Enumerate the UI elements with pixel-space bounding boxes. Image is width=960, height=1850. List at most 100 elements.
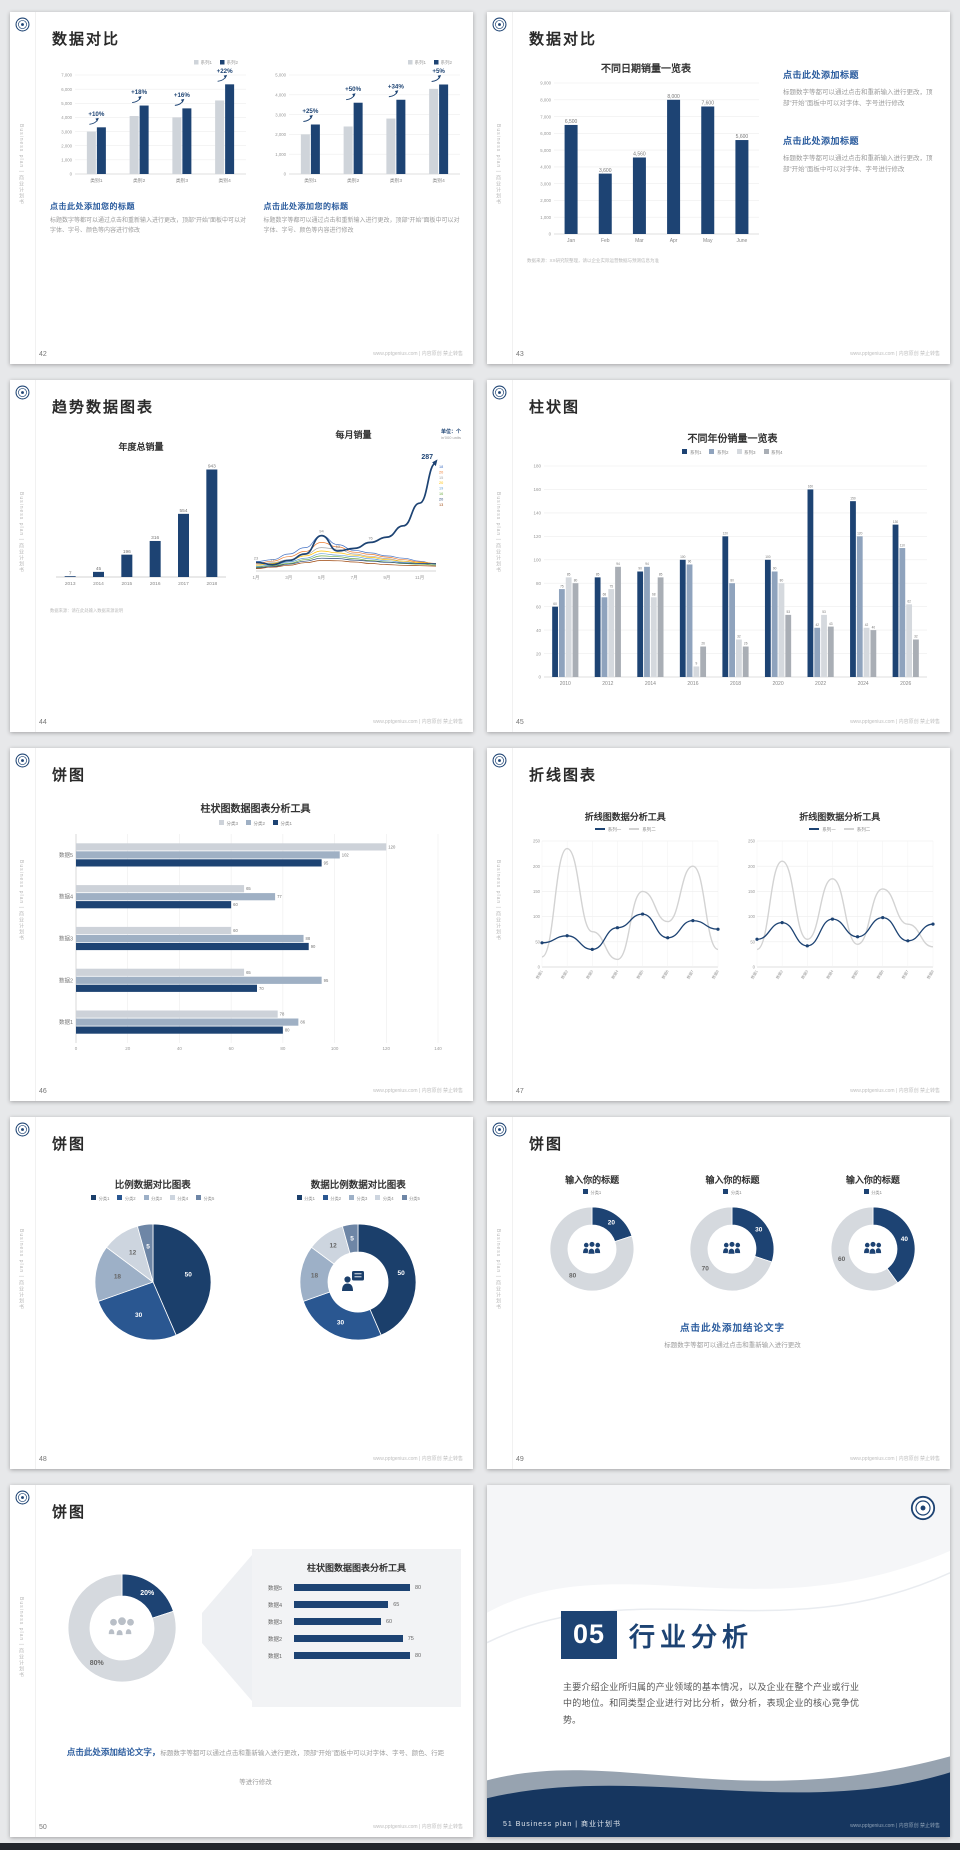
bar xyxy=(343,126,353,174)
value-label: 160 xyxy=(808,485,814,489)
slide-48-thumbnail[interactable]: Business plan | 商业计划书 饼图 48 www.pptgenius.c… xyxy=(10,1116,473,1469)
bar xyxy=(722,536,729,678)
slide-51-thumbnail[interactable]: 05 行业分析 主要介绍企业所归属的产业领域的基本情况，以及企业在整个产业或行业中的… xyxy=(487,1484,950,1837)
value-label: 85 xyxy=(596,573,600,577)
bar xyxy=(608,589,615,678)
slide-42-thumbnail[interactable]: Business plan | 商业计划书 数据对比 42 www.pptgenius… xyxy=(10,12,473,365)
bar xyxy=(76,935,304,943)
monthly-column: 每月销量 单位：个 in'000 units 18 20 15 20 19 16 20 13 287 2… xyxy=(246,426,461,614)
bar xyxy=(76,943,309,951)
value-label: 26 xyxy=(744,642,748,646)
sidebar-vertical-text: Business plan | 商业计划书 xyxy=(495,1228,501,1310)
slide-title: 数据对比 xyxy=(529,31,598,48)
slide-50-thumbnail[interactable]: Business plan | 商业计划书 饼图 50 www.pptgenius.c… xyxy=(10,1484,473,1837)
bar xyxy=(827,626,834,678)
sidebar-strip xyxy=(487,1116,513,1469)
y-tick-label: 0 xyxy=(283,172,286,177)
value-label: 120 xyxy=(857,532,863,536)
donut-title: 输入你的标题 xyxy=(565,1174,620,1185)
value-label: 90 xyxy=(311,944,316,949)
panel-bar-value: 60 xyxy=(386,1618,393,1625)
sidebar-vertical-text: Business plan | 商业计划书 xyxy=(18,1228,24,1310)
y-tick-label: 0 xyxy=(70,172,73,177)
point-label: 76 xyxy=(368,536,373,541)
y-tick-label: 7,000 xyxy=(540,114,551,119)
bar xyxy=(172,117,182,174)
chart-legend: 分类1 分类2 分类3 分类4 分类5 xyxy=(50,1194,256,1202)
section-body: 主要介绍企业所归属的产业领域的基本情况，以及企业在整个产业或行业中的地位。和同类… xyxy=(563,1681,859,1726)
value-label: 75 xyxy=(609,584,613,588)
bar xyxy=(598,173,612,234)
panel-bar-label: 数据2 xyxy=(268,1636,283,1643)
bar xyxy=(395,99,405,174)
bar xyxy=(564,124,578,234)
text-block-2: 点击此处添加标题 标题数字等都可以通过点击和重新输入进行更改，顶部“开始”面板中可… xyxy=(783,134,938,176)
legend-item: 系列一 xyxy=(594,827,621,833)
bar xyxy=(594,577,601,678)
data-point xyxy=(640,912,645,917)
legend-swatch xyxy=(433,60,438,65)
people-group-icon xyxy=(127,1618,134,1626)
y-tick-label: 5,000 xyxy=(61,101,72,106)
x-tick-label: 数据4 xyxy=(610,969,619,980)
page-number: 43 xyxy=(516,351,524,359)
slide-49-thumbnail[interactable]: Business plan | 商业计划书 饼图 49 www.pptgenius.c… xyxy=(487,1116,950,1469)
donut-segment xyxy=(690,1206,773,1291)
segment-label: 50 xyxy=(398,1270,406,1277)
presenter-icon xyxy=(342,1283,354,1291)
bar xyxy=(206,469,218,578)
donut-column-3: 输入你的标题 分类1 40 60 xyxy=(808,1173,938,1306)
legend-swatch xyxy=(91,1194,97,1200)
slide-46-thumbnail[interactable]: Business plan | 商业计划书 饼图 46 www.pptgenius.c… xyxy=(10,748,473,1101)
legend-swatch xyxy=(273,820,278,826)
conclusion-body: 标题数字等都可以通过点击和重新输入进行更改，顶部“开始”面板中可以对字体、字号、… xyxy=(160,1749,445,1786)
logo-emblem xyxy=(492,753,507,768)
data-point xyxy=(754,938,759,942)
bar xyxy=(76,851,340,859)
value-label: 45 xyxy=(96,566,102,572)
slide-44-thumbnail[interactable]: Business plan | 商业计划书 趋势数据图表 44 www.pptgeni… xyxy=(10,380,473,733)
x-tick-label: Feb xyxy=(601,238,610,244)
slide-title: 折线图表 xyxy=(529,767,598,785)
point-label: 23 xyxy=(254,556,259,561)
chart-column: 不同日期销量一览表 0 1,000 2,000 3,000 4,000 5,000 6,000… xyxy=(527,58,765,264)
pie-slice xyxy=(97,1281,177,1340)
donut-legend: 分类1 xyxy=(808,1188,938,1196)
circle xyxy=(21,759,24,763)
presenter-icon xyxy=(344,1275,351,1283)
logo-badge xyxy=(492,1122,507,1137)
page-number: 49 xyxy=(516,1455,524,1463)
people-group-icon xyxy=(595,1242,601,1247)
slide-45-thumbnail[interactable]: Business plan | 商业计划书 柱状图 45 www.pptgenius.… xyxy=(487,380,950,733)
legend-label: 系列2 xyxy=(440,59,452,66)
slide-47-thumbnail[interactable]: Business plan | 商业计划书 折线图表 47 www.pptgenius… xyxy=(487,748,950,1101)
bar xyxy=(438,84,448,174)
section-number: 05 xyxy=(561,1610,617,1659)
value-label: 4,560 xyxy=(633,152,646,158)
bar xyxy=(601,597,608,678)
slice-label: 12 xyxy=(129,1249,137,1256)
slide-43-thumbnail[interactable]: Business plan | 商业计划书 数据对比 43 www.pptgenius… xyxy=(487,12,950,365)
bar xyxy=(572,583,579,678)
chart-legend: 分类1 分类2 分类3 分类4 分类5 xyxy=(256,1194,462,1202)
bar xyxy=(76,985,257,993)
sidebar-vertical-text: Business plan | 商业计划书 xyxy=(18,492,24,574)
bar xyxy=(76,1018,299,1027)
sales-bar-chart: 0 1,000 2,000 3,000 4,000 5,000 6,000 7,000 8,00… xyxy=(540,81,759,244)
x-tick-label: 80 xyxy=(280,1046,286,1051)
x-tick-label: 数据7 xyxy=(900,969,909,980)
slide-content: 年度总销量 2013 7 2014 45 2015 196 2016 316 2017 554 201… xyxy=(50,426,461,712)
bar xyxy=(76,843,387,851)
y-tick-label: 40 xyxy=(536,628,542,633)
segment-label: 60 xyxy=(838,1256,846,1263)
x-tick-label: 数据1 xyxy=(749,969,758,980)
bar xyxy=(870,630,877,678)
footer-site-text: www.pptgenius.com | 内容原创 禁止转售 xyxy=(373,1824,463,1830)
panel-bar xyxy=(294,1635,403,1643)
circle xyxy=(495,756,504,766)
growth-arrow-head xyxy=(223,74,228,79)
legend-swatch xyxy=(194,60,199,65)
bar xyxy=(729,583,735,678)
page-number: 47 xyxy=(516,1087,524,1095)
